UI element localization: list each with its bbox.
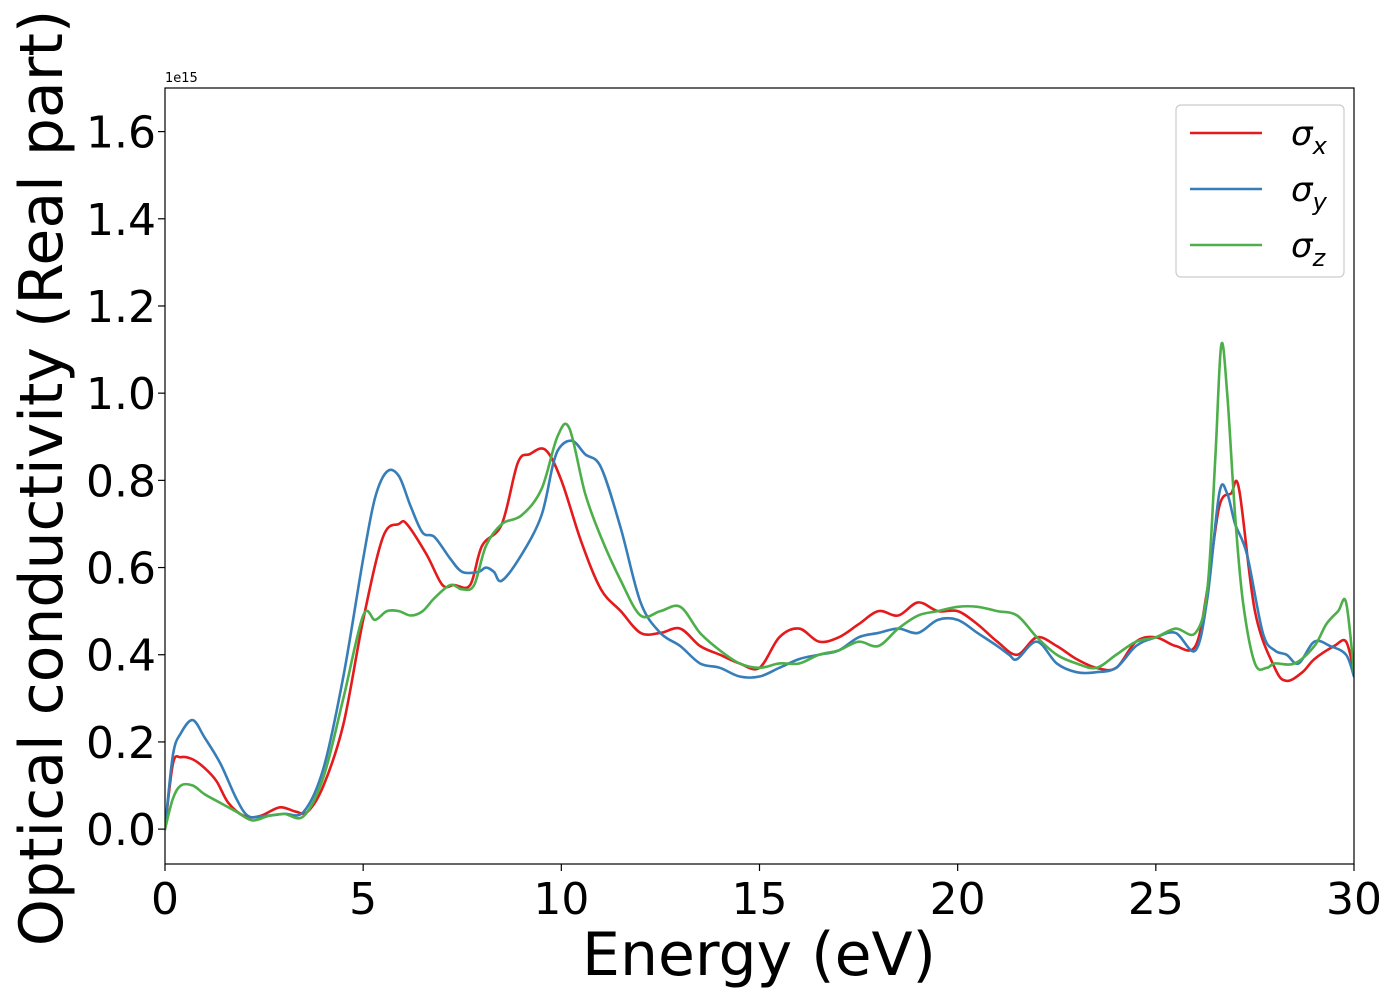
- x-axis-title: Energy (eV): [582, 920, 936, 990]
- y-tick-label: 1.2: [86, 282, 156, 333]
- x-tick-label: 25: [1128, 874, 1184, 925]
- x-tick-label: 10: [533, 874, 589, 925]
- x-tick-label: 30: [1326, 874, 1382, 925]
- y-tick-label: 0.6: [86, 544, 156, 595]
- y-axis-title: Optical conductivity (Real part): [7, 10, 77, 947]
- y-tick-label: 0.4: [86, 631, 156, 682]
- series-lines: [165, 341, 1354, 831]
- legend: σx σy σz: [1175, 104, 1345, 278]
- legend-entry-y: σy: [1190, 170, 1328, 216]
- y-axis: 0.0 0.2 0.4 0.6 0.8 1.0 1.2 1.4 1.6: [86, 108, 165, 856]
- legend-label: σz: [1291, 226, 1327, 272]
- y-tick-label: 0.2: [86, 718, 156, 769]
- y-tick-label: 1.6: [86, 108, 156, 159]
- legend-entry-x: σx: [1190, 114, 1328, 160]
- x-axis: 0 5 10 15 20 25 30: [151, 864, 1382, 925]
- x-tick-label: 15: [732, 874, 788, 925]
- y-tick-label: 1.0: [86, 369, 156, 420]
- y-tick-label: 0.0: [86, 805, 156, 856]
- y-tick-label: 1.4: [86, 195, 156, 246]
- x-tick-label: 20: [930, 874, 986, 925]
- x-tick-label: 5: [349, 874, 377, 925]
- legend-label: σy: [1291, 170, 1328, 216]
- legend-frame: [1175, 104, 1345, 278]
- x-tick-label: 0: [151, 874, 179, 925]
- legend-label: σx: [1291, 114, 1328, 160]
- y-offset-label: 1e15: [165, 71, 198, 86]
- series-line-x: [165, 447, 1354, 831]
- y-tick-label: 0.8: [86, 456, 156, 507]
- series-line-y: [165, 439, 1354, 831]
- series-line-z: [165, 341, 1354, 831]
- legend-entry-z: σz: [1190, 226, 1327, 272]
